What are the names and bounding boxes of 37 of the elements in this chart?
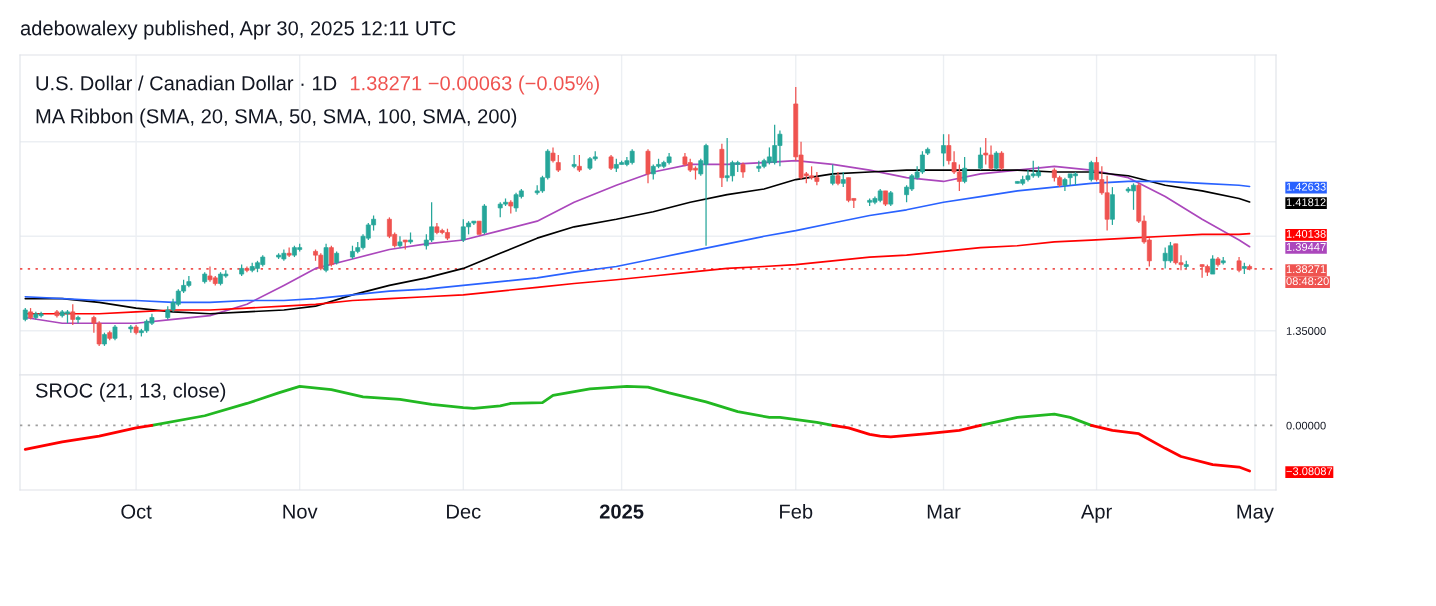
y-tick-label: 1.40138 <box>1286 229 1326 238</box>
text: 08:48:20 <box>1286 277 1329 286</box>
x-tick-label: Mar <box>927 504 961 519</box>
candlestick <box>978 146 983 171</box>
candlestick <box>70 303 76 326</box>
candlestick <box>993 150 999 171</box>
y-tick-label: 1.35000 <box>1286 327 1326 335</box>
text: 1.38271 −0.00063 (−0.05%) <box>350 75 599 95</box>
x-tick-label: 2025 <box>599 504 644 519</box>
annotation: MA Ribbon (SMA, 20, SMA, 50, SMA, 100, SMA, 200) <box>36 108 517 128</box>
x-tick-label: Feb <box>780 503 813 519</box>
candlestick <box>1088 160 1094 183</box>
y-tick-label: 1.41812 <box>1286 198 1326 207</box>
x-tick-label: Dec <box>447 504 481 519</box>
x-tick-label: Apr <box>1080 504 1112 523</box>
candlestick <box>571 154 577 169</box>
x-tick-label: May <box>1237 504 1274 523</box>
candlestick <box>962 156 968 184</box>
chart-title: SROC (21, 13, close) <box>35 382 226 402</box>
candlestick <box>999 150 1004 171</box>
y-tick-label: −3.08087 <box>1286 467 1333 476</box>
text: adebowalexy published, Apr 30, 2025 12:11 UTC <box>20 20 456 40</box>
y-tick-label: 0.00000 <box>1286 421 1326 430</box>
y-tick-label: 1.39447 <box>1286 242 1326 251</box>
y-tick-label: 1.42633 <box>1286 182 1326 191</box>
x-tick-label: Nov <box>283 504 318 519</box>
candlestick <box>286 246 292 258</box>
candlestick <box>941 133 946 167</box>
x-tick-label: Oct <box>121 504 152 519</box>
candlestick <box>397 235 403 249</box>
y-tick-label: 1.38271 <box>1286 265 1326 274</box>
candlestick <box>645 148 651 184</box>
text: U.S. Dollar / Canadian Dollar · 1D <box>36 75 337 91</box>
candlestick <box>1210 254 1216 275</box>
candlestick <box>323 243 329 273</box>
candlestick <box>830 163 836 186</box>
line-series <box>24 180 1251 304</box>
